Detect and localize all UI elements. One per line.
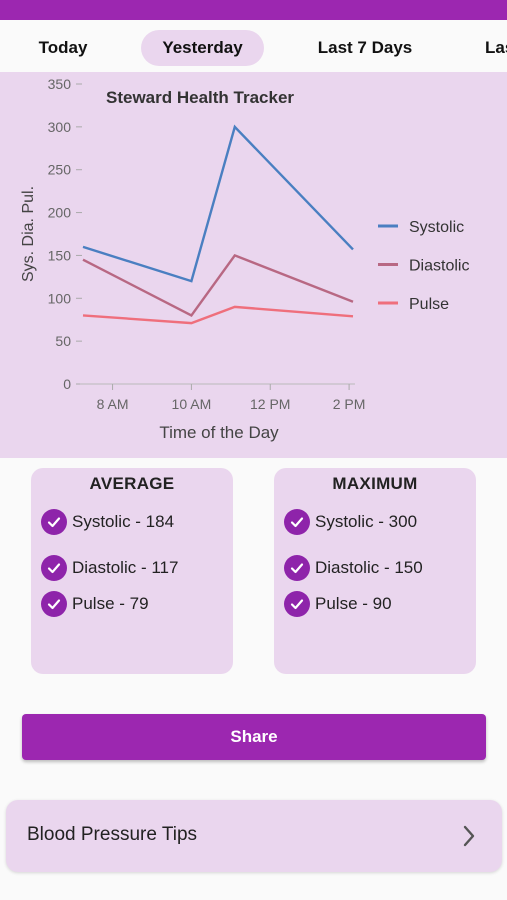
maximum-card: MAXIMUM Systolic - 300 Diastolic - 150 P… xyxy=(274,468,476,674)
maximum-pulse-row: Pulse - 90 xyxy=(284,591,392,617)
chevron-right-icon xyxy=(462,824,476,853)
y-tick-label: 0 xyxy=(63,376,71,392)
y-tick-label: 300 xyxy=(48,119,72,135)
average-card: AVERAGE Systolic - 184 Diastolic - 117 P… xyxy=(31,468,233,674)
chart-panel: 0 50 100 150 200 250 300 350 8 AM 10 AM 12 PM 2 PM S… xyxy=(0,72,507,458)
tips-label: Blood Pressure Tips xyxy=(27,824,198,845)
status-bar xyxy=(0,0,507,20)
share-button[interactable]: Share xyxy=(22,714,486,760)
x-tick-label: 12 PM xyxy=(250,396,290,412)
check-circle-icon xyxy=(41,591,67,617)
average-title: AVERAGE xyxy=(89,474,175,493)
tab-last-30-days[interactable]: Last 30 Days xyxy=(485,38,507,57)
series-line-systolic xyxy=(82,124,354,283)
average-diastolic: Diastolic - 117 xyxy=(72,558,179,577)
y-tick-label: 250 xyxy=(48,162,72,178)
check-circle-icon xyxy=(41,555,67,581)
tab-yesterday[interactable]: Yesterday xyxy=(141,30,264,66)
check-circle-icon xyxy=(284,555,310,581)
y-tick-label: 50 xyxy=(55,333,71,349)
y-tick-label: 150 xyxy=(48,247,72,263)
maximum-diastolic: Diastolic - 150 xyxy=(315,558,423,577)
maximum-diastolic-row: Diastolic - 150 xyxy=(284,555,423,581)
y-tick-label: 200 xyxy=(48,205,72,221)
chart-title: Steward Health Tracker xyxy=(106,88,294,107)
y-tick-label: 350 xyxy=(48,76,72,92)
average-pulse-row: Pulse - 79 xyxy=(41,591,149,617)
blood-pressure-tips-item[interactable]: Blood Pressure Tips xyxy=(6,800,502,872)
series-line-pulse xyxy=(82,305,354,325)
average-systolic: Systolic - 184 xyxy=(72,512,175,531)
maximum-pulse: Pulse - 90 xyxy=(315,594,392,613)
x-axis-label: Time of the Day xyxy=(159,423,279,442)
y-tick-label: 100 xyxy=(48,290,72,306)
check-circle-icon xyxy=(41,509,67,535)
bp-line-chart: 0 50 100 150 200 250 300 350 8 AM 10 AM 12 PM 2 PM S… xyxy=(20,76,469,442)
tab-last-7-days[interactable]: Last 7 Days xyxy=(317,38,413,57)
period-tabs: Today Yesterday Last 7 Days Last 30 Days xyxy=(0,20,507,72)
y-axis-label: Sys. Dia. Pul. xyxy=(20,186,37,282)
check-circle-icon xyxy=(284,509,310,535)
check-circle-icon xyxy=(284,591,310,617)
maximum-title: MAXIMUM xyxy=(332,474,418,493)
tab-today[interactable]: Today xyxy=(38,38,88,57)
legend-label-systolic: Systolic xyxy=(409,219,464,236)
x-tick-label: 2 PM xyxy=(333,396,366,412)
average-systolic-row: Systolic - 184 xyxy=(41,509,174,535)
maximum-systolic-row: Systolic - 300 xyxy=(284,509,417,535)
maximum-systolic: Systolic - 300 xyxy=(315,512,418,531)
legend-label-diastolic: Diastolic xyxy=(409,258,469,275)
series-line-diastolic xyxy=(82,253,354,317)
x-tick-label: 10 AM xyxy=(172,396,212,412)
x-tick-label: 8 AM xyxy=(97,396,129,412)
average-diastolic-row: Diastolic - 117 xyxy=(41,555,178,581)
average-pulse: Pulse - 79 xyxy=(72,594,149,613)
legend-label-pulse: Pulse xyxy=(409,296,449,313)
